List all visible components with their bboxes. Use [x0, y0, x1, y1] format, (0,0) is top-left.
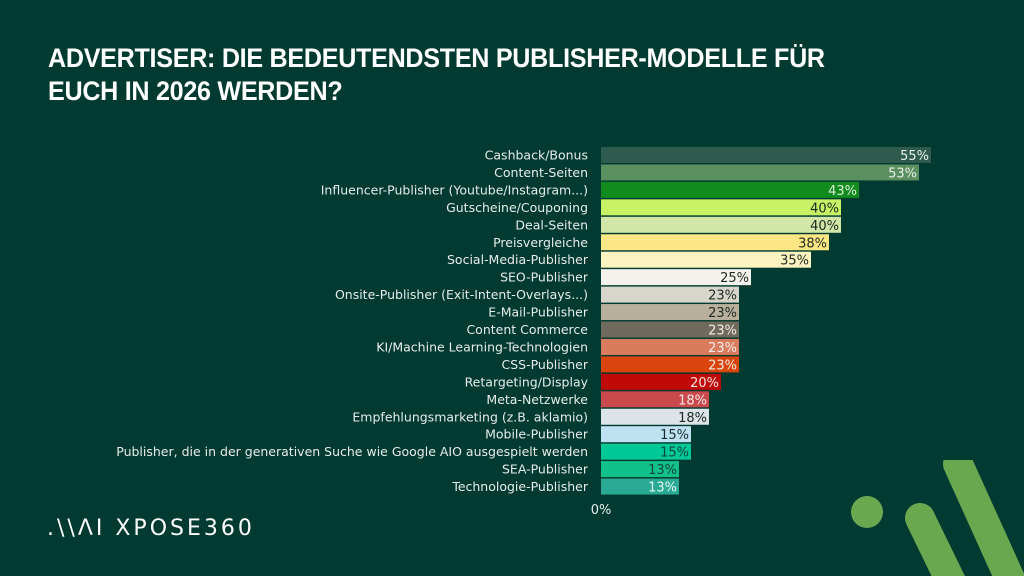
bar-8 [601, 286, 739, 303]
category-label-14: Meta-Netzwerke [486, 392, 588, 407]
value-label-16: 15% [660, 428, 689, 443]
category-label-7: SEO-Publisher [500, 270, 589, 285]
logo-text: XPOSE360 [115, 516, 255, 541]
bar-14 [601, 391, 709, 408]
bar-1 [601, 164, 919, 181]
category-label-18: SEA-Publisher [502, 462, 589, 477]
logo: .\\ΛI XPOSE360 [47, 516, 255, 541]
bar-2 [601, 181, 859, 198]
logo-mark: .\\ΛI [47, 516, 106, 541]
bar-7 [601, 269, 751, 286]
category-label-19: Technologie-Publisher [451, 479, 589, 494]
category-label-0: Cashback/Bonus [485, 148, 588, 163]
value-label-18: 13% [648, 463, 677, 478]
value-label-11: 23% [708, 341, 737, 356]
bar-9 [601, 304, 739, 321]
category-label-16: Mobile-Publisher [485, 427, 589, 442]
bar-13 [601, 373, 721, 390]
bar-3 [601, 199, 841, 216]
category-label-17: Publisher, die in der generativen Suche … [116, 444, 588, 459]
decor-dot-icon [851, 496, 883, 528]
category-label-4: Deal-Seiten [515, 217, 588, 232]
category-label-9: E-Mail-Publisher [488, 305, 589, 320]
decor-slash-short-icon [905, 503, 965, 576]
decor-slash-long-icon [943, 460, 1024, 576]
value-label-0: 55% [900, 149, 929, 164]
value-label-3: 40% [810, 201, 839, 216]
category-label-6: Social-Media-Publisher [447, 252, 589, 267]
decorative-brand-shapes [851, 460, 1024, 576]
bar-5 [601, 234, 829, 251]
bars-group [601, 147, 931, 495]
bar-0 [601, 147, 931, 163]
bar-4 [601, 216, 841, 233]
category-label-10: Content Commerce [466, 322, 588, 337]
value-label-5: 38% [798, 236, 827, 251]
value-label-12: 23% [708, 358, 737, 373]
value-labels: 55% 53% 43% 40% 40% 38% 35% 25% 23% 23% 23% 23% 23% 2… [648, 149, 929, 496]
value-label-9: 23% [708, 306, 737, 321]
category-label-12: CSS-Publisher [502, 357, 589, 372]
value-label-13: 20% [690, 376, 719, 391]
bar-10 [601, 321, 739, 338]
bar-6 [601, 251, 811, 268]
category-label-13: Retargeting/Display [465, 374, 589, 389]
bar-12 [601, 356, 739, 373]
value-label-2: 43% [828, 184, 857, 199]
chart-title: ADVERTISER: DIE BEDEUTENDSTEN PUBLISHER-… [48, 43, 825, 106]
bar-17 [601, 443, 691, 460]
bar-11 [601, 338, 739, 355]
category-label-15: Empfehlungsmarketing (z.B. aklamio) [352, 409, 588, 424]
value-label-15: 18% [678, 411, 707, 426]
value-label-10: 23% [708, 324, 737, 339]
category-label-3: Gutscheine/Couponing [446, 200, 588, 215]
category-label-1: Content-Seiten [494, 165, 588, 180]
category-label-5: Preisvergleiche [493, 235, 588, 250]
value-label-17: 15% [660, 446, 689, 461]
bar-18 [601, 461, 679, 478]
value-label-19: 13% [648, 481, 677, 496]
value-label-7: 25% [720, 271, 749, 286]
category-label-11: KI/Machine Learning-Technologien [376, 339, 588, 354]
value-label-4: 40% [810, 219, 839, 234]
x-axis-tick-0: 0% [591, 503, 612, 518]
category-label-2: Influencer-Publisher (Youtube/Instagram.… [321, 182, 588, 197]
value-label-1: 53% [888, 166, 917, 181]
value-label-6: 35% [780, 254, 809, 269]
value-label-8: 23% [708, 289, 737, 304]
category-labels: Cashback/Bonus Content-Seiten Influencer-P… [116, 148, 589, 495]
value-label-14: 18% [678, 393, 707, 408]
category-label-8: Onsite-Publisher (Exit-Intent-Overlays..… [335, 287, 588, 302]
bar-16 [601, 426, 691, 443]
bar-15 [601, 408, 709, 425]
bar-19 [601, 478, 679, 495]
